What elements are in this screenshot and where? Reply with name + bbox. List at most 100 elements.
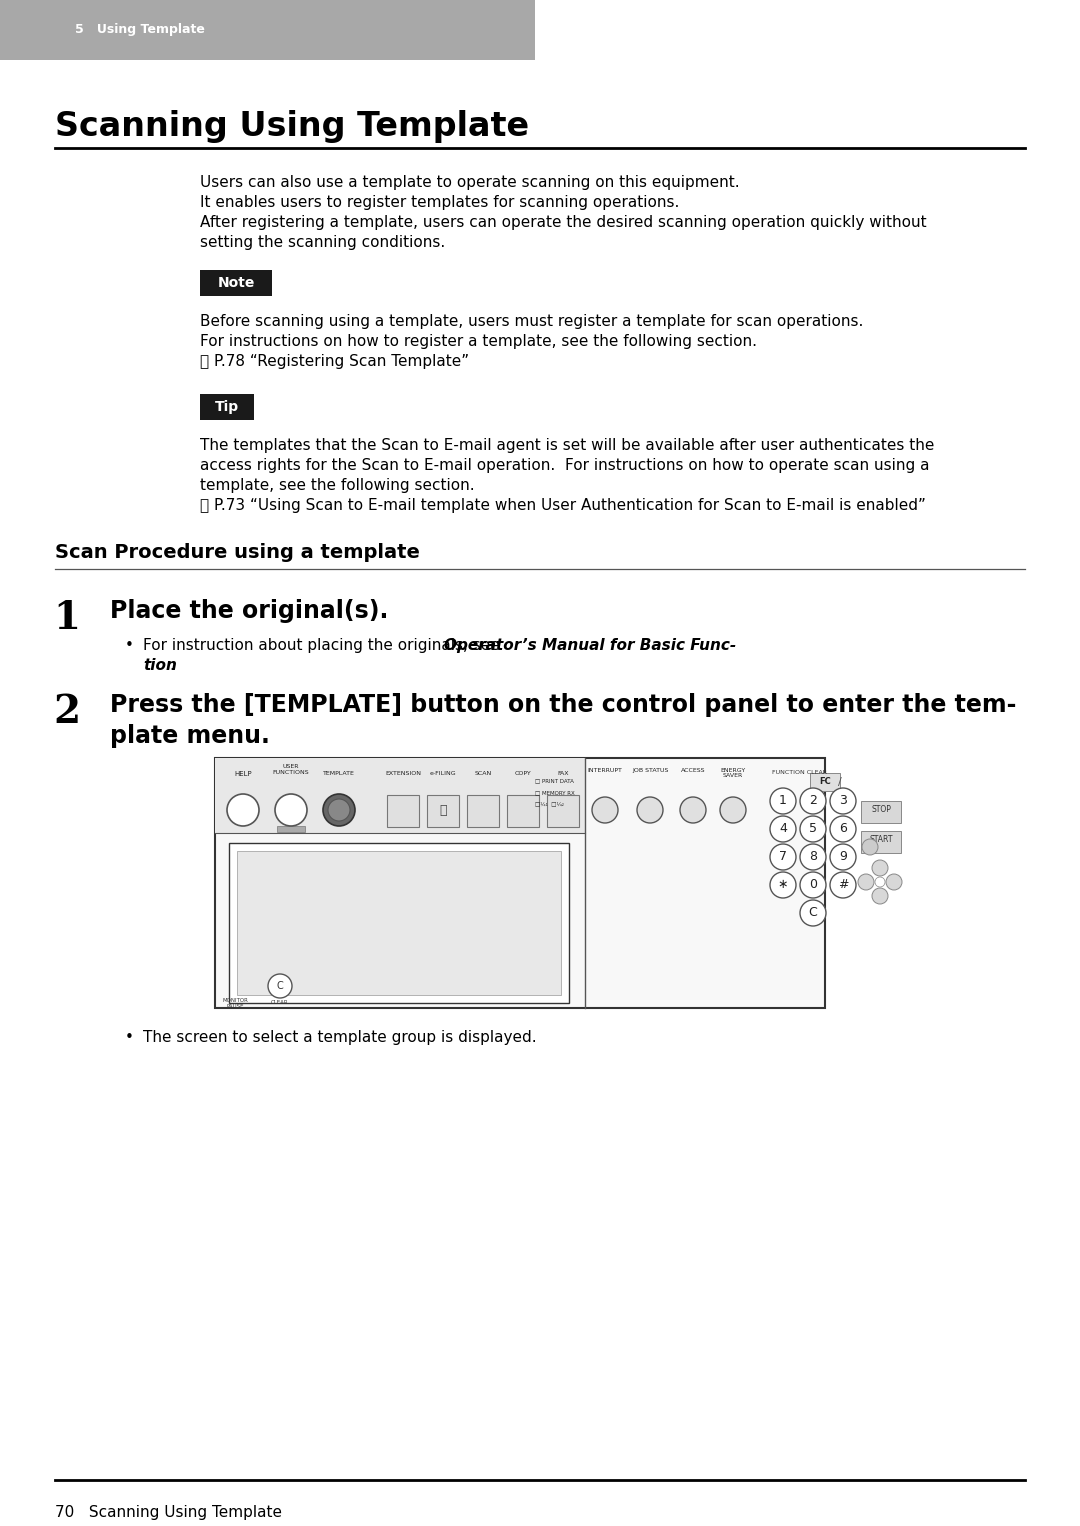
FancyBboxPatch shape [427, 795, 459, 827]
Circle shape [323, 794, 355, 826]
Circle shape [770, 871, 796, 897]
Text: Note: Note [217, 276, 255, 290]
Text: STOP: STOP [872, 804, 891, 813]
Circle shape [800, 816, 826, 842]
Circle shape [328, 800, 350, 821]
FancyBboxPatch shape [237, 852, 561, 995]
Circle shape [872, 888, 888, 903]
Text: SCAN: SCAN [474, 771, 491, 777]
Circle shape [831, 816, 856, 842]
Text: 4: 4 [779, 823, 787, 836]
FancyBboxPatch shape [276, 826, 305, 832]
FancyBboxPatch shape [200, 270, 272, 296]
Text: .: . [168, 658, 174, 673]
Text: □ MEMORY RX: □ MEMORY RX [535, 790, 575, 795]
Text: 70   Scanning Using Template: 70 Scanning Using Template [55, 1505, 282, 1520]
Circle shape [886, 874, 902, 890]
Text: #: # [838, 879, 848, 891]
Circle shape [800, 871, 826, 897]
Text: CLEAR: CLEAR [271, 1000, 288, 1006]
Text: •: • [125, 638, 134, 653]
Text: ∗: ∗ [778, 879, 788, 891]
Text: □ PRINT DATA: □ PRINT DATA [535, 778, 573, 783]
Circle shape [680, 797, 706, 823]
Circle shape [872, 861, 888, 876]
Text: 7: 7 [779, 850, 787, 864]
Text: EXTENSION: EXTENSION [384, 771, 421, 777]
Text: 2: 2 [809, 795, 816, 807]
Text: ⎙ P.78 “Registering Scan Template”: ⎙ P.78 “Registering Scan Template” [200, 354, 469, 369]
Text: e-FILING: e-FILING [430, 771, 457, 777]
Text: 5: 5 [809, 823, 816, 836]
Text: HELP: HELP [234, 771, 252, 777]
Text: FAX: FAX [557, 771, 569, 777]
Text: /: / [838, 777, 841, 787]
Text: template, see the following section.: template, see the following section. [200, 478, 474, 493]
Circle shape [800, 844, 826, 870]
Text: FUNCTION CLEAR: FUNCTION CLEAR [772, 771, 827, 775]
Text: COPY: COPY [515, 771, 531, 777]
Text: Tip: Tip [215, 400, 239, 414]
FancyBboxPatch shape [467, 795, 499, 827]
FancyBboxPatch shape [215, 758, 585, 833]
FancyBboxPatch shape [387, 795, 419, 827]
Circle shape [770, 844, 796, 870]
Text: Operator’s Manual for Basic Func-: Operator’s Manual for Basic Func- [444, 638, 737, 653]
Circle shape [862, 839, 878, 855]
FancyBboxPatch shape [810, 774, 840, 790]
Text: C: C [809, 906, 818, 920]
Circle shape [637, 797, 663, 823]
Text: □¼₁  □¼₂: □¼₁ □¼₂ [535, 803, 564, 807]
Circle shape [831, 787, 856, 813]
Text: ACCESS: ACCESS [680, 768, 705, 774]
Text: MONITOR
PAUSE: MONITOR PAUSE [222, 998, 248, 1009]
Text: For instruction about placing the originals, see: For instruction about placing the origin… [143, 638, 504, 653]
Circle shape [875, 877, 885, 887]
Text: The screen to select a template group is displayed.: The screen to select a template group is… [143, 1030, 537, 1045]
Text: access rights for the Scan to E-mail operation.  For instructions on how to oper: access rights for the Scan to E-mail ope… [200, 458, 930, 473]
Text: 1: 1 [779, 795, 787, 807]
Circle shape [227, 794, 259, 826]
Text: JOB STATUS: JOB STATUS [632, 768, 669, 774]
Circle shape [720, 797, 746, 823]
Circle shape [831, 844, 856, 870]
FancyBboxPatch shape [0, 0, 535, 60]
Text: Before scanning using a template, users must register a template for scan operat: Before scanning using a template, users … [200, 314, 863, 330]
Text: Press the [TEMPLATE] button on the control panel to enter the tem-
plate menu.: Press the [TEMPLATE] button on the contr… [110, 693, 1016, 748]
Text: 0: 0 [809, 879, 816, 891]
Text: 9: 9 [839, 850, 847, 864]
Circle shape [268, 974, 292, 998]
Text: 5   Using Template: 5 Using Template [75, 23, 205, 37]
Circle shape [831, 871, 856, 897]
Text: After registering a template, users can operate the desired scanning operation q: After registering a template, users can … [200, 215, 927, 230]
FancyBboxPatch shape [861, 801, 901, 823]
Text: 2: 2 [53, 693, 81, 731]
FancyBboxPatch shape [861, 832, 901, 853]
Text: FC: FC [819, 778, 831, 786]
Text: Scan Procedure using a template: Scan Procedure using a template [55, 543, 420, 562]
Text: USER
FUNCTIONS: USER FUNCTIONS [272, 765, 309, 775]
Text: setting the scanning conditions.: setting the scanning conditions. [200, 235, 445, 250]
Text: Place the original(s).: Place the original(s). [110, 600, 389, 623]
Text: TEMPLATE: TEMPLATE [323, 771, 355, 777]
Text: C: C [276, 981, 283, 990]
FancyBboxPatch shape [229, 842, 569, 1003]
Text: The templates that the Scan to E-mail agent is set will be available after user : The templates that the Scan to E-mail ag… [200, 438, 934, 453]
Text: Users can also use a template to operate scanning on this equipment.: Users can also use a template to operate… [200, 175, 740, 191]
Circle shape [275, 794, 307, 826]
FancyBboxPatch shape [507, 795, 539, 827]
FancyBboxPatch shape [546, 795, 579, 827]
Text: It enables users to register templates for scanning operations.: It enables users to register templates f… [200, 195, 679, 211]
Text: •: • [125, 1030, 134, 1045]
Text: 6: 6 [839, 823, 847, 836]
Text: ⎙ P.73 “Using Scan to E-mail template when User Authentication for Scan to E-mai: ⎙ P.73 “Using Scan to E-mail template wh… [200, 497, 926, 513]
Circle shape [770, 787, 796, 813]
Circle shape [592, 797, 618, 823]
Text: INTERRUPT: INTERRUPT [588, 768, 622, 774]
Circle shape [800, 787, 826, 813]
Text: 8: 8 [809, 850, 816, 864]
Text: ENERGY
SAVER: ENERGY SAVER [720, 768, 745, 778]
Text: 3: 3 [839, 795, 847, 807]
Text: ⌛: ⌛ [440, 804, 447, 818]
FancyBboxPatch shape [215, 758, 825, 1009]
